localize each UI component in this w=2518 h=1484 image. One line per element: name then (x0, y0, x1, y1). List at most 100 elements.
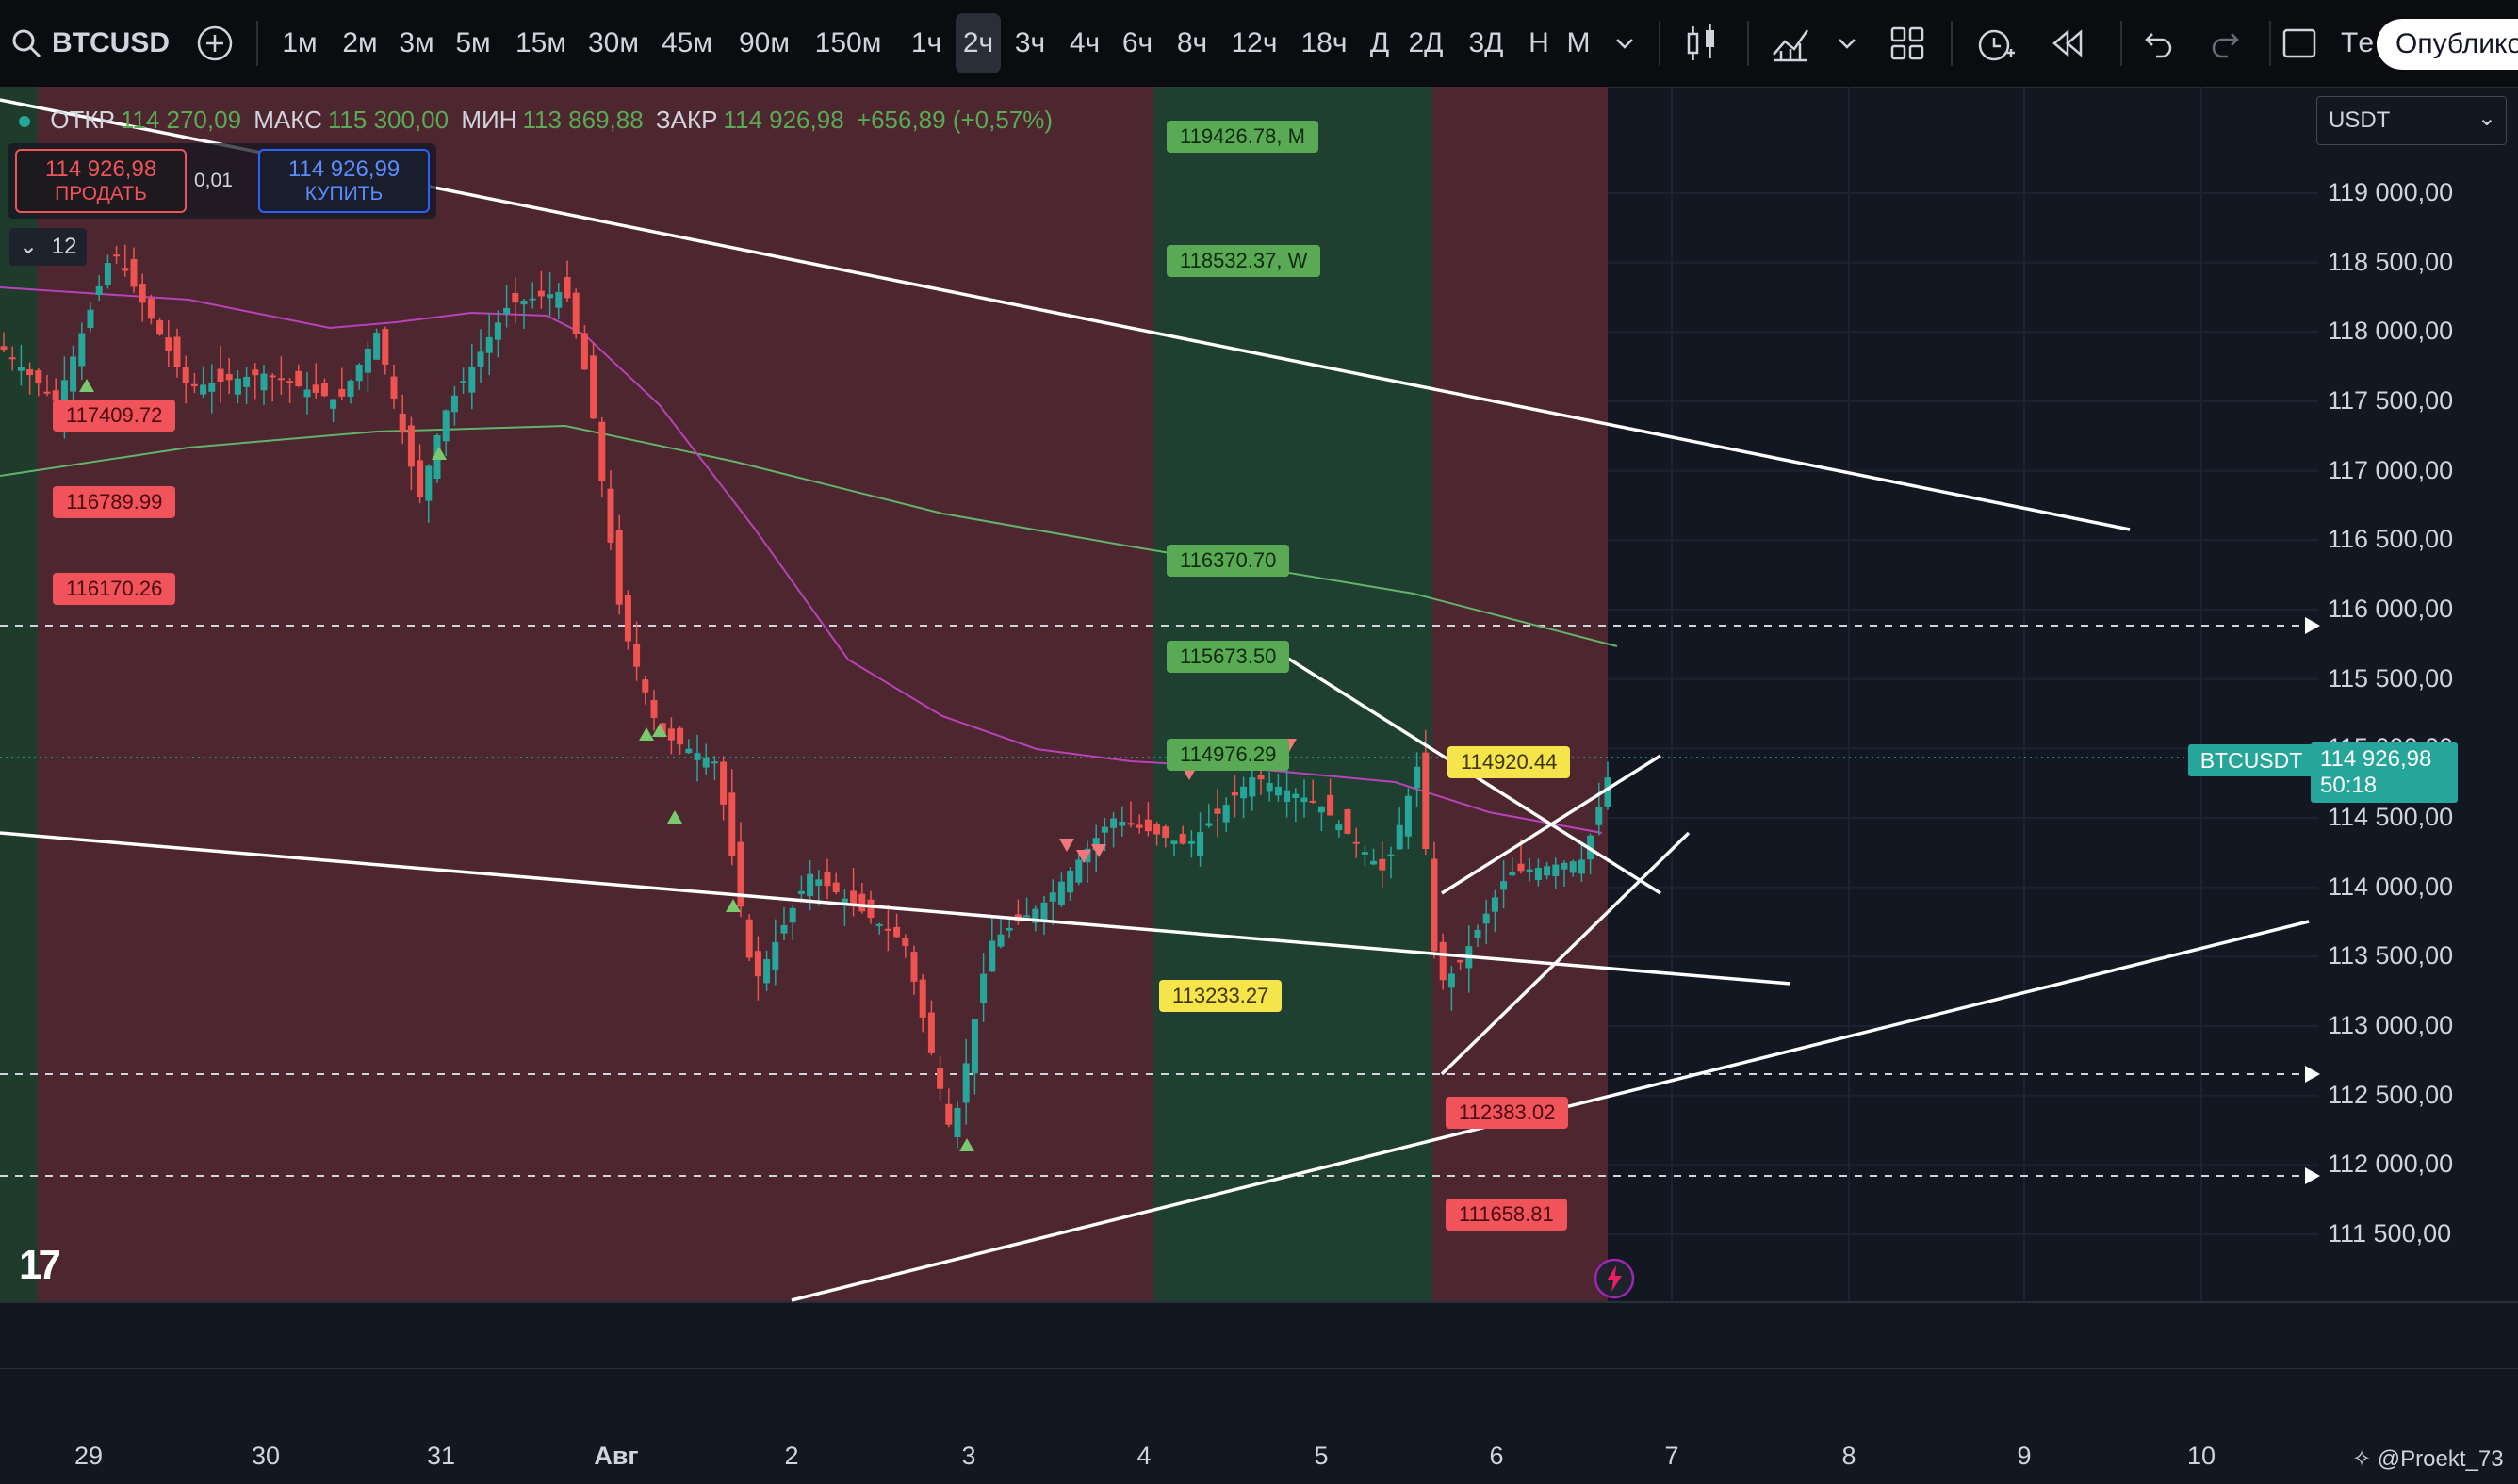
candle-body (598, 421, 606, 481)
buy-price: 114 926,99 (287, 156, 401, 182)
price-tick: 116 500,00 (2328, 525, 2454, 554)
interval-11[interactable]: 2ч (956, 13, 1001, 73)
buy-signal-icon (959, 1138, 974, 1151)
undo-icon[interactable] (2134, 21, 2179, 66)
replay-icon[interactable] (2045, 21, 2090, 66)
level-label: 115673.50 (1167, 641, 1290, 673)
time-tick: 8 (1841, 1442, 1856, 1470)
interval-20[interactable]: 3Д (1468, 27, 1504, 58)
interval-3[interactable]: 3м (399, 27, 434, 58)
fullscreen-icon[interactable] (2277, 21, 2322, 66)
level-label: 114976.29 (1167, 739, 1290, 771)
interval-10[interactable]: 1ч (910, 27, 942, 58)
interval-22[interactable]: М (1566, 27, 1591, 58)
trendline[interactable] (0, 831, 1791, 986)
sell-label: ПРОДАТЬ (55, 183, 147, 204)
candle-body (815, 879, 823, 886)
price-tick: 111 500,00 (2328, 1219, 2452, 1248)
candle-body (399, 413, 406, 433)
candle-body (130, 259, 138, 287)
interval-8[interactable]: 90м (739, 27, 790, 58)
candle-body (277, 378, 285, 381)
add-symbol-icon[interactable] (196, 24, 234, 62)
sell-button[interactable]: 114 926,98 ПРОДАТЬ (15, 149, 187, 213)
arrow-icon (2305, 1066, 2320, 1083)
alert-clock-icon[interactable] (1973, 21, 2019, 66)
indicators-icon[interactable] (1768, 21, 1813, 66)
candle-body (1544, 866, 1551, 876)
interval-4[interactable]: 5м (455, 27, 491, 58)
spread-value: 0,01 (194, 170, 233, 191)
candle-body (1431, 858, 1438, 952)
trendline[interactable] (1440, 831, 1691, 1076)
template-button[interactable]: Тe (2341, 27, 2375, 58)
buy-signal-icon (79, 379, 94, 392)
interval-13[interactable]: 4ч (1069, 27, 1101, 58)
interval-6[interactable]: 30м (588, 27, 639, 58)
candle-body (87, 309, 94, 329)
interval-9[interactable]: 150м (814, 27, 882, 58)
indicators-toggle[interactable]: ⌄ 12 (9, 228, 87, 266)
interval-5[interactable]: 15м (515, 27, 566, 58)
candle-body (425, 465, 433, 501)
candle-body (1214, 808, 1221, 814)
candle-body (1578, 859, 1585, 874)
currency-select[interactable]: USDT ⌄ (2316, 96, 2507, 145)
candle-body (841, 898, 848, 904)
candle-body (520, 300, 528, 305)
candle-body (537, 290, 545, 297)
interval-17[interactable]: 18ч (1300, 27, 1348, 58)
interval-14[interactable]: 6ч (1121, 27, 1153, 58)
candles-chart-type-icon[interactable] (1679, 21, 1725, 66)
price-tick: 112 500,00 (2328, 1080, 2454, 1109)
candle-body (1387, 854, 1395, 857)
publish-button[interactable]: Опублико (2377, 19, 2518, 70)
candle-body (893, 926, 901, 938)
candle-body (182, 367, 189, 383)
lightning-icon[interactable] (1593, 1257, 1636, 1300)
buy-button[interactable]: 114 926,99 КУПИТЬ (258, 149, 430, 213)
interval-7[interactable]: 45м (662, 27, 712, 58)
tradingview-logo[interactable]: 17 (19, 1242, 61, 1288)
interval-1[interactable]: 1м (282, 27, 318, 58)
chevron-down-icon[interactable] (1832, 28, 1862, 58)
chevron-down-icon[interactable] (1610, 28, 1640, 58)
candle-body (477, 351, 484, 367)
trendline[interactable] (1441, 754, 1661, 895)
interval-18[interactable]: Д (1369, 27, 1390, 58)
candle-body (95, 285, 103, 296)
candle-body (1396, 824, 1403, 850)
interval-2[interactable]: 2м (342, 27, 378, 58)
time-tick: 30 (251, 1442, 281, 1470)
redo-icon[interactable] (2205, 21, 2250, 66)
candle-body (1040, 902, 1048, 923)
high-label: МАКС (253, 106, 322, 134)
interval-15[interactable]: 8ч (1176, 27, 1208, 58)
candle-body (1110, 818, 1118, 828)
candle-body (382, 329, 389, 365)
candle-body (720, 761, 728, 805)
candle-body (1569, 861, 1577, 873)
interval-19[interactable]: 2Д (1408, 27, 1444, 58)
time-axis[interactable] (0, 1368, 2518, 1484)
level-label: 117409.72 (53, 400, 176, 432)
candle-body (104, 263, 111, 285)
candle-body (225, 373, 233, 381)
interval-12[interactable]: 3ч (1014, 27, 1046, 58)
layout-grid-icon[interactable] (1885, 21, 1930, 66)
candle-body (364, 349, 371, 373)
candle-body (1049, 892, 1056, 902)
candle-body (780, 924, 788, 934)
interval-16[interactable]: 12ч (1231, 27, 1278, 58)
chevron-down-icon: ⌄ (19, 234, 39, 259)
candle-body (797, 890, 805, 894)
search-icon[interactable] (9, 26, 43, 60)
interval-21[interactable]: Н (1529, 27, 1549, 58)
candle-body (1162, 826, 1169, 838)
candle-body (78, 333, 86, 367)
candle-body (139, 284, 146, 303)
price-tick: 114 500,00 (2328, 803, 2454, 831)
symbol-search-button[interactable]: BTCUSD (52, 27, 170, 58)
candle-body (1257, 775, 1265, 780)
